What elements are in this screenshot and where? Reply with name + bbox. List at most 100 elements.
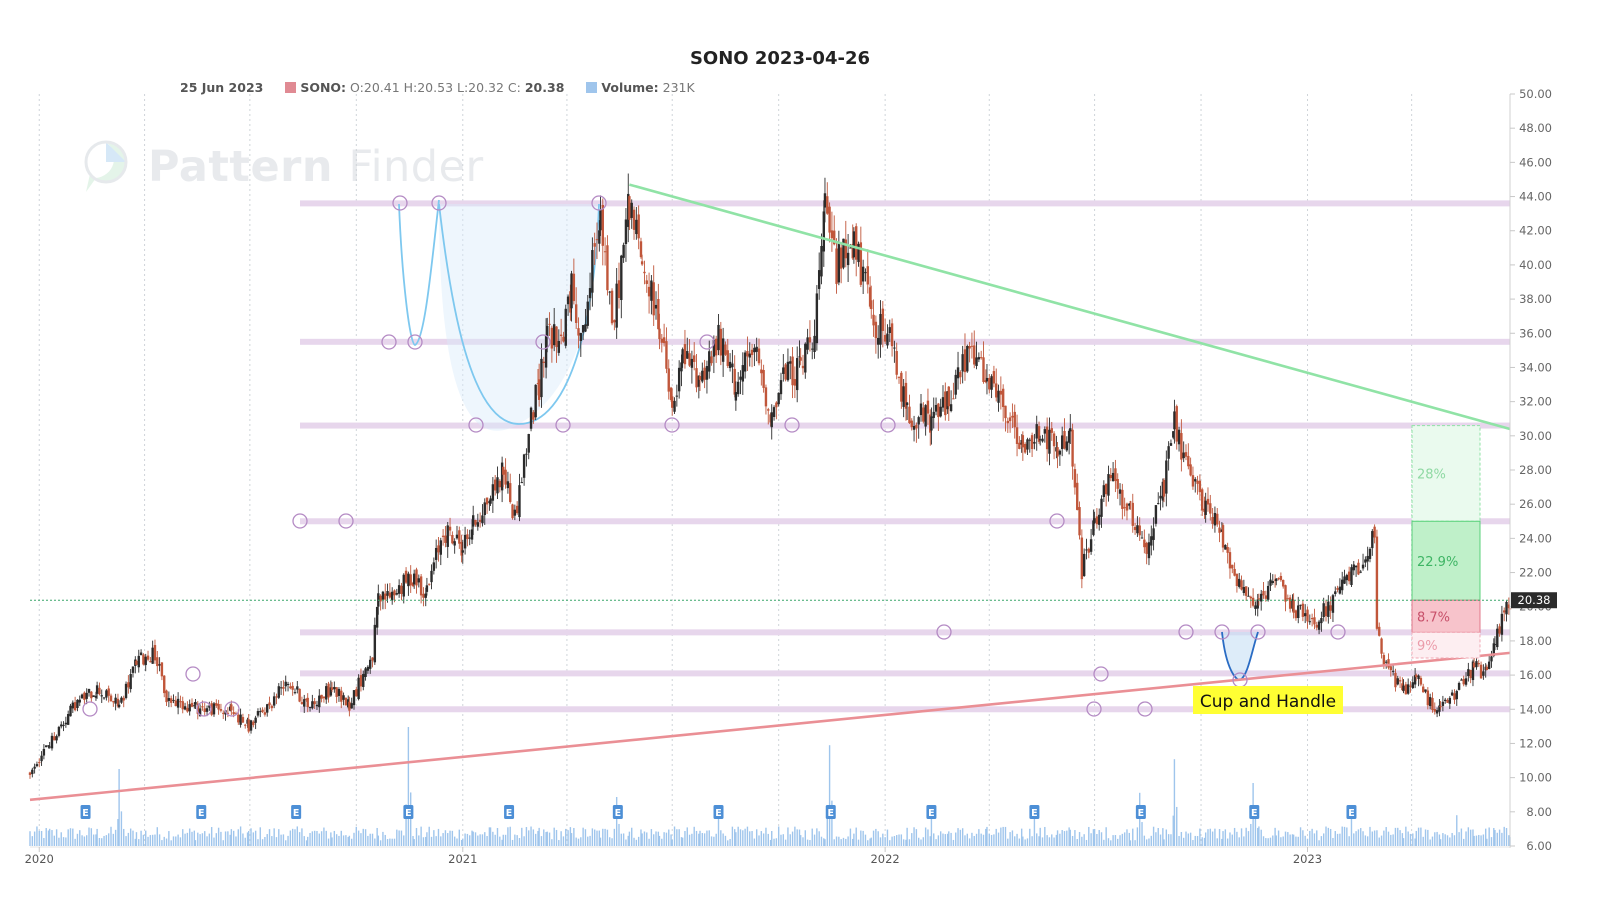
- candle-body: [534, 384, 537, 418]
- volume-bar: [117, 819, 119, 846]
- candle-body: [286, 683, 290, 685]
- volume-bar: [1203, 837, 1206, 846]
- candle-body: [311, 701, 314, 709]
- candle-body: [102, 697, 106, 699]
- volume-bar: [1016, 833, 1018, 846]
- volume-bar: [147, 836, 149, 846]
- candle-body: [342, 695, 345, 700]
- candle-body: [1402, 685, 1405, 691]
- volume-bar: [1438, 834, 1441, 846]
- candle-body: [506, 481, 510, 489]
- volume-bar: [188, 828, 191, 846]
- candle-body: [795, 358, 799, 391]
- candle-body: [1404, 684, 1408, 695]
- volume-bar: [824, 839, 826, 846]
- candle-body: [1455, 691, 1458, 700]
- candle-body: [741, 365, 745, 382]
- candle-body: [941, 397, 945, 408]
- candle-body: [176, 698, 180, 708]
- candle-body: [268, 702, 271, 706]
- volume-bar: [1222, 831, 1224, 846]
- candle-body: [1238, 578, 1241, 587]
- volume-bar: [1505, 828, 1508, 846]
- x-tick-label: 2022: [870, 852, 899, 866]
- candle-body: [733, 368, 736, 395]
- volume-bar: [1020, 828, 1023, 846]
- candle-body: [606, 245, 609, 291]
- y-tick-label: 24.00: [1519, 531, 1552, 545]
- pivot-marker: [936, 624, 952, 640]
- volume-bar: [386, 839, 389, 846]
- candle-body: [1060, 435, 1064, 450]
- candle-body: [1378, 626, 1381, 636]
- candle-body: [80, 694, 84, 699]
- candle-body: [92, 695, 95, 697]
- candle-body: [669, 387, 673, 400]
- pivot-marker: [1214, 624, 1230, 640]
- candle-body: [719, 328, 723, 356]
- volume-bar: [1189, 832, 1192, 846]
- candle-body: [1492, 643, 1495, 657]
- candle-body: [1037, 426, 1041, 442]
- candle-body: [566, 296, 570, 305]
- candle-body: [613, 320, 616, 323]
- candle-body: [256, 711, 260, 716]
- candle-body: [695, 368, 698, 388]
- candle-body: [762, 370, 765, 388]
- volume-bar: [521, 827, 523, 846]
- candle-body: [1098, 514, 1101, 525]
- candle-body: [820, 245, 823, 277]
- volume-bar: [107, 833, 110, 846]
- info-close: 20.38: [524, 80, 565, 95]
- volume-bar: [158, 834, 161, 846]
- candle-body: [156, 657, 159, 667]
- last-price-label: 20.38: [1518, 593, 1551, 607]
- candle-body: [1413, 675, 1417, 685]
- volume-bar: [1071, 835, 1074, 846]
- gridlines: [38, 94, 1413, 846]
- y-tick-label: 42.00: [1519, 224, 1552, 238]
- candle-body: [201, 706, 204, 708]
- cup-outline-left: [398, 199, 440, 346]
- candle-body: [1111, 472, 1115, 482]
- volume-bar: [1180, 831, 1183, 846]
- volume-bar: [425, 836, 427, 846]
- volume-bar: [809, 840, 811, 846]
- volume-bar: [739, 829, 742, 846]
- candle-body: [390, 591, 394, 601]
- volume-bar: [165, 838, 168, 846]
- candle-body: [428, 583, 431, 585]
- volume-bar: [577, 838, 580, 846]
- volume-bar: [543, 829, 545, 846]
- candle-body: [859, 242, 863, 285]
- candle-body: [1352, 564, 1355, 571]
- volume-bar: [177, 834, 179, 846]
- target-box: [1411, 520, 1481, 601]
- candle-body: [352, 690, 356, 706]
- volume-bar: [374, 838, 376, 846]
- candle-body: [237, 714, 240, 723]
- volume-bar: [271, 836, 273, 846]
- volume-bar: [1007, 838, 1009, 846]
- candle-body: [632, 209, 636, 230]
- volume-bar: [1431, 836, 1434, 846]
- volume-bar: [596, 830, 598, 846]
- volume-bar: [796, 829, 798, 846]
- pattern-finder-logo-icon: [84, 140, 128, 192]
- candle-body: [726, 350, 729, 366]
- volume-bar: [1311, 828, 1313, 846]
- candle-body: [1457, 682, 1461, 690]
- candle-body: [515, 505, 519, 514]
- candle-body: [1030, 435, 1034, 450]
- candle-body: [158, 664, 161, 666]
- volume-bar: [301, 828, 303, 846]
- candle-body: [947, 386, 950, 407]
- candle-body: [1389, 666, 1393, 671]
- volume-bar: [516, 835, 518, 846]
- volume-bar: [213, 837, 215, 846]
- candle-body: [1364, 559, 1367, 563]
- candle-body: [446, 525, 449, 547]
- candle-body: [926, 400, 930, 414]
- volume-bar: [648, 838, 650, 846]
